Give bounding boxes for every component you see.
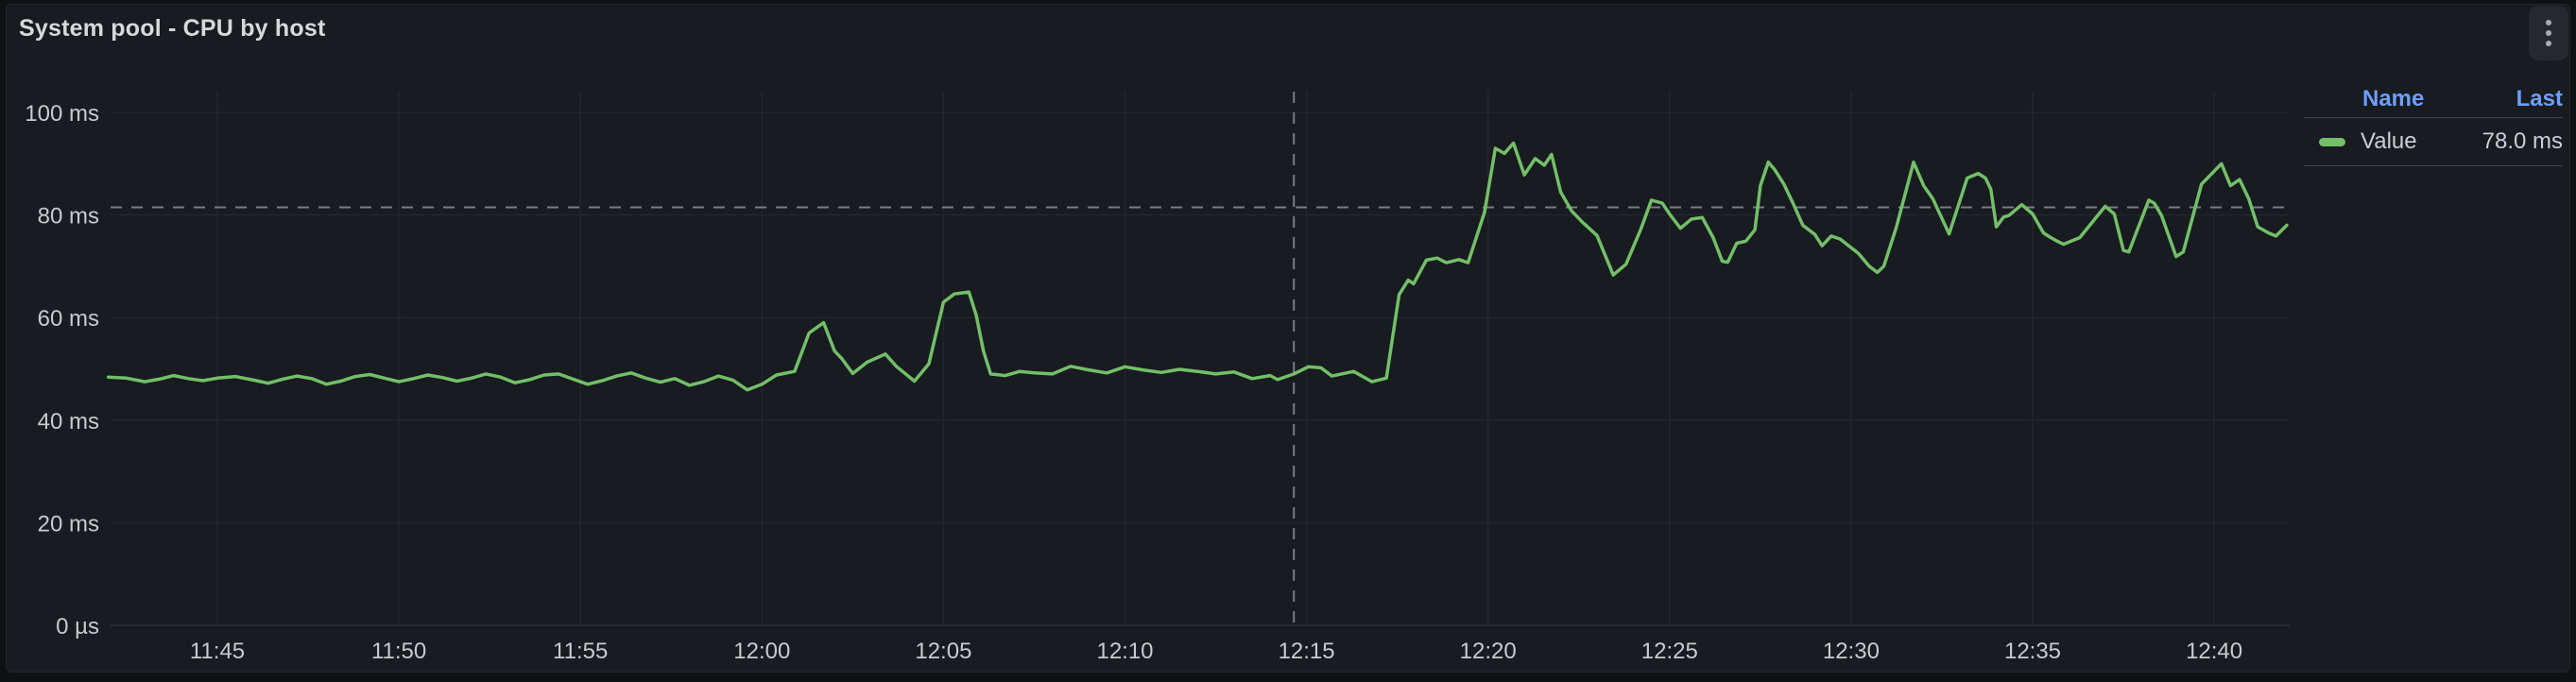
legend-header-row: Name Last — [2304, 81, 2563, 118]
y-tick-label: 20 ms — [38, 511, 99, 537]
kebab-vertical-icon — [2546, 41, 2551, 46]
y-tick-label: 100 ms — [25, 101, 99, 127]
x-tick-label: 11:45 — [190, 639, 245, 664]
legend-series-row: Value 78.0 ms — [2304, 118, 2563, 166]
x-tick-label: 12:10 — [1096, 639, 1153, 664]
y-tick-label: 40 ms — [38, 409, 99, 435]
x-tick-label: 12:15 — [1279, 639, 1335, 664]
x-tick-label: 12:30 — [1823, 639, 1880, 664]
series-color-swatch — [2319, 137, 2345, 146]
x-tick-label: 12:05 — [915, 639, 971, 664]
legend-series-name[interactable]: Value — [2361, 128, 2417, 154]
x-tick-label: 12:00 — [733, 639, 790, 664]
x-tick-label: 12:25 — [1641, 639, 1698, 664]
legend-series-last-value: 78.0 ms — [2482, 128, 2563, 154]
panel-title: System pool - CPU by host — [19, 15, 326, 42]
kebab-vertical-icon — [2546, 30, 2551, 36]
legend-table: Name Last Value 78.0 ms — [2304, 81, 2563, 166]
y-tick-label: 60 ms — [38, 306, 99, 332]
x-tick-label: 12:35 — [2004, 639, 2061, 664]
series-line-value — [106, 141, 2289, 392]
x-tick-label: 11:50 — [371, 639, 426, 664]
legend-sort-last[interactable]: Last — [2516, 86, 2563, 111]
panel-system-pool-cpu — [6, 4, 2570, 673]
y-tick-label: 0 µs — [56, 614, 99, 639]
kebab-vertical-icon — [2546, 20, 2551, 26]
x-tick-label: 12:20 — [1460, 639, 1517, 664]
x-tick-label: 11:55 — [553, 639, 608, 664]
panel-menu-button[interactable] — [2529, 6, 2568, 60]
legend-sort-name[interactable]: Name — [2362, 86, 2425, 111]
y-tick-label: 80 ms — [38, 204, 99, 230]
x-tick-label: 12:40 — [2186, 639, 2242, 664]
